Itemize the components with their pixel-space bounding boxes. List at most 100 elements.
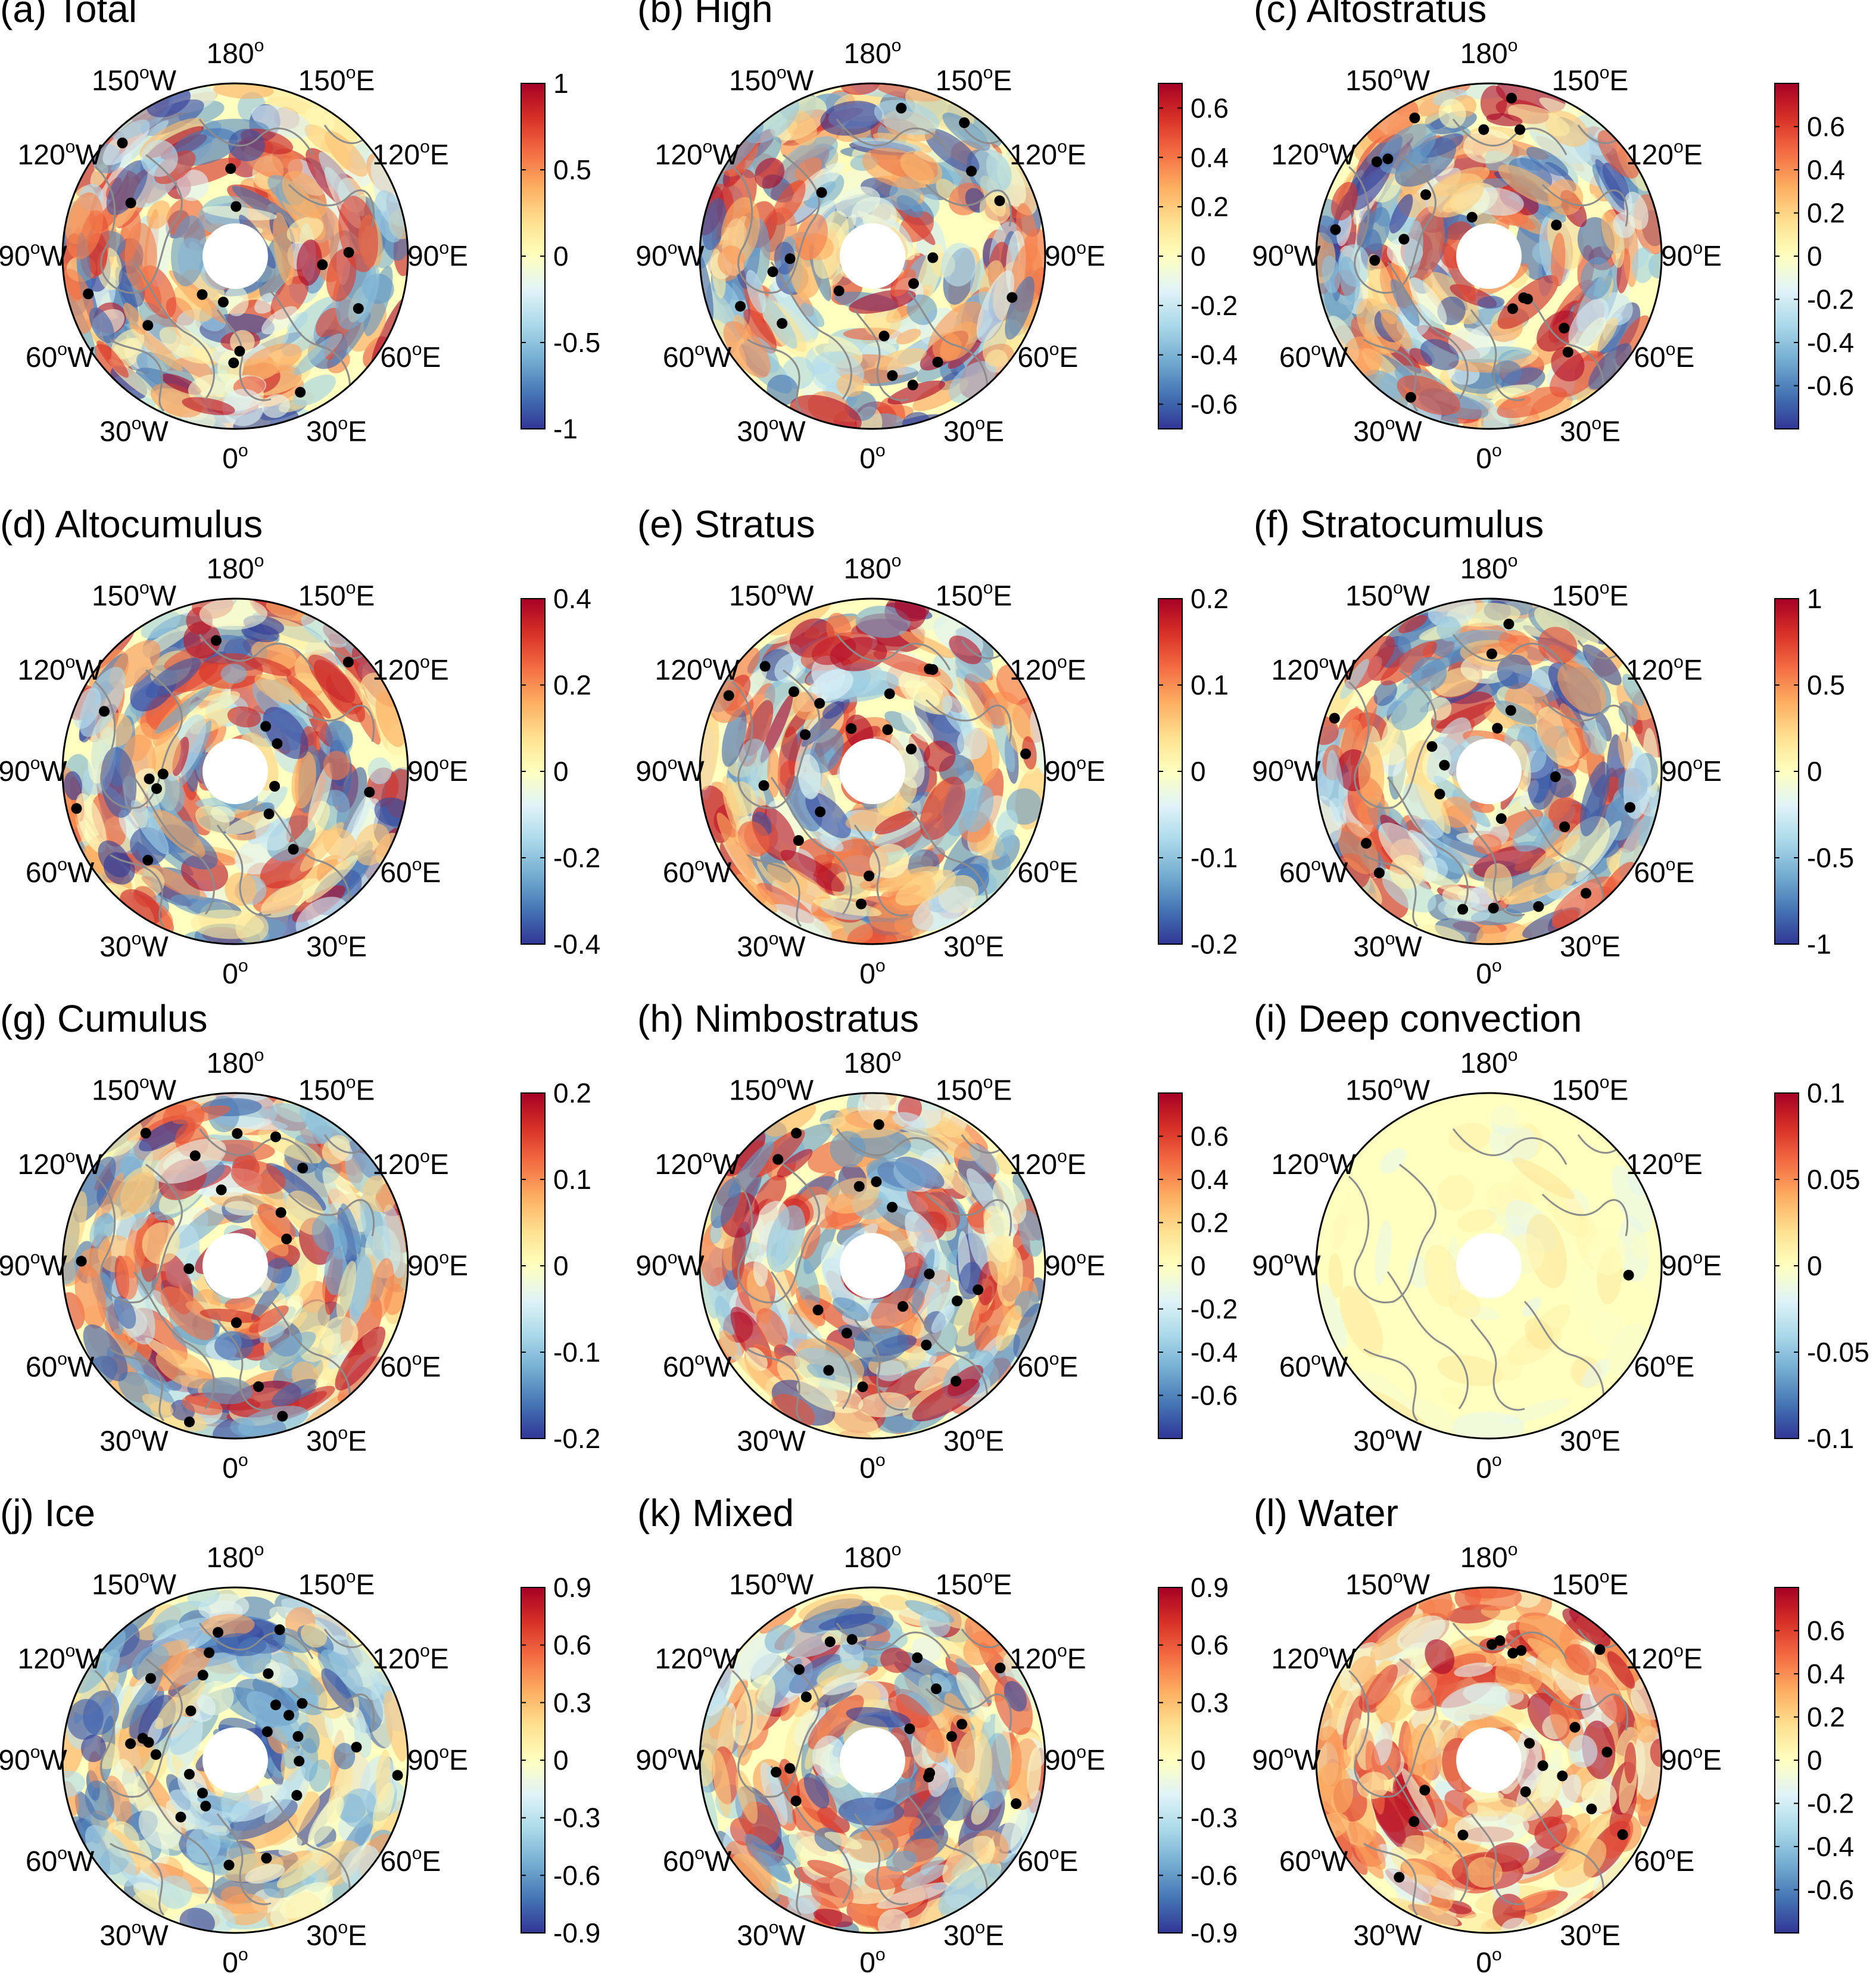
coastline — [95, 1163, 183, 1303]
significance-dot — [144, 773, 155, 784]
significance-dot — [185, 1705, 197, 1717]
longitude-label: 90oW — [0, 238, 67, 272]
significance-dot — [1562, 347, 1573, 358]
panel-4: (d) Altocumulus 180o 150oE 120oE 90oE 60oE 30o… — [0, 503, 600, 990]
coastline — [907, 1795, 989, 1904]
longitude-label: 60oE — [380, 1844, 441, 1878]
significance-dot — [908, 278, 919, 289]
significance-dot — [952, 1296, 963, 1306]
colorbar-tick-label: 0.2 — [1191, 583, 1229, 614]
longitude-label: 90oE — [407, 754, 468, 787]
coastline — [907, 1300, 989, 1409]
colorbar-tick-label: 0.4 — [1807, 154, 1845, 185]
colorbar-tick-label: -0.2 — [1191, 929, 1238, 960]
anomaly-field — [700, 83, 1045, 429]
pole-hole — [1456, 1727, 1522, 1793]
coastline — [1363, 1348, 1419, 1422]
pole-hole — [1456, 739, 1522, 804]
significance-dot — [183, 1263, 195, 1274]
longitude-label: 60oE — [380, 1349, 441, 1383]
map-border — [1315, 1586, 1663, 1934]
longitude-label: 150oW — [729, 578, 814, 612]
longitude-label: 0o — [1476, 1450, 1501, 1484]
pole-hole — [1456, 223, 1522, 289]
colorbar-tick-label: -0.3 — [553, 1802, 600, 1833]
colorbar-tick-label: -0.2 — [553, 842, 600, 873]
coastline — [770, 1766, 852, 1904]
colorbar-tick-label: -0.9 — [1191, 1917, 1238, 1948]
colorbar: 0.2 0.1 0 -0.1 -0.2 — [521, 1078, 600, 1454]
longitude-label: 120oW — [18, 137, 103, 171]
colorbar: 0.9 0.6 0.3 0 -0.3 -0.6 -0.9 — [521, 1572, 600, 1948]
coastline — [770, 1271, 852, 1409]
significance-dot — [789, 686, 799, 698]
colorbar-tick-label: 0 — [1191, 756, 1206, 787]
coastline — [907, 806, 989, 915]
panel-title: (k) Mixed — [637, 1492, 794, 1534]
significance-dot — [927, 664, 939, 675]
significance-dot — [800, 729, 811, 740]
colorbar-tick-label: 0.5 — [553, 154, 591, 185]
coastline — [198, 119, 314, 155]
coastline — [925, 1193, 1012, 1237]
longitude-label: 60oW — [663, 340, 732, 373]
colorbar-tick-label: -0.4 — [1807, 327, 1854, 358]
longitude-label: 90oE — [407, 1248, 468, 1282]
significance-dot — [1594, 1644, 1606, 1655]
coastline — [110, 854, 165, 927]
longitude-label: 150oW — [92, 1567, 177, 1601]
significance-dot — [272, 738, 283, 749]
significance-dot — [1457, 1829, 1469, 1841]
longitude-label: 90oE — [1045, 238, 1105, 272]
colorbar-tick-label: -0.2 — [1191, 290, 1238, 321]
significance-dot — [189, 1150, 201, 1162]
colorbar-tick-label: -0.5 — [553, 327, 600, 358]
longitude-label: 90oW — [0, 754, 67, 787]
significance-dot — [1514, 124, 1526, 135]
map-border — [61, 82, 409, 430]
colorbar-tick-label: 0.2 — [553, 670, 591, 700]
coastline — [133, 261, 215, 400]
longitude-label: 150oW — [1345, 63, 1431, 97]
significance-dot — [1550, 771, 1561, 782]
significance-dot — [142, 320, 154, 331]
colorbar-tick-label: -0.6 — [1191, 1380, 1238, 1411]
coastline — [925, 699, 1012, 742]
longitude-label: 30oE — [943, 1917, 1004, 1951]
significance-dot — [790, 1795, 802, 1807]
map-border — [1315, 1092, 1663, 1440]
colorbar-tick-label: 0.2 — [1191, 191, 1229, 222]
significance-dot — [1623, 1269, 1634, 1281]
significance-dot — [1507, 1648, 1519, 1659]
longitude-label: 150oE — [1552, 63, 1629, 97]
significance-dot — [353, 303, 364, 314]
significance-dot — [871, 1176, 882, 1187]
significance-dot — [283, 1710, 294, 1721]
colorbar-tick-label: 0.3 — [553, 1687, 591, 1718]
map-border — [699, 597, 1046, 945]
longitude-label: 90oW — [1252, 238, 1321, 272]
colorbar-tick-label: -0.1 — [553, 1337, 600, 1368]
significance-dot — [1439, 759, 1450, 771]
colorbar: 0.6 0.4 0.2 0 -0.2 -0.4 -0.6 — [1158, 1092, 1238, 1439]
longitude-label: 150oE — [936, 63, 1012, 97]
coastline — [1523, 806, 1605, 915]
coastline — [853, 1319, 909, 1411]
significance-dot — [857, 1381, 868, 1393]
significance-dot — [1503, 618, 1514, 630]
longitude-label: 30oE — [943, 413, 1004, 447]
significance-dot — [846, 723, 857, 734]
significance-dot — [295, 387, 306, 398]
significance-dot — [973, 1284, 984, 1296]
significance-dot — [269, 781, 281, 792]
longitude-label: 120oE — [372, 137, 449, 171]
coastline — [1386, 1271, 1469, 1409]
longitude-label: 30oW — [99, 1423, 169, 1457]
longitude-label: 180o — [207, 551, 264, 585]
significance-dot — [994, 195, 1005, 207]
coastline — [270, 1300, 351, 1409]
coastline — [270, 1795, 351, 1904]
panel-8: (h) Nimbostratus 180o 150oE 120oE 90oE 60oE 30… — [635, 997, 1238, 1484]
significance-dot — [959, 117, 970, 128]
